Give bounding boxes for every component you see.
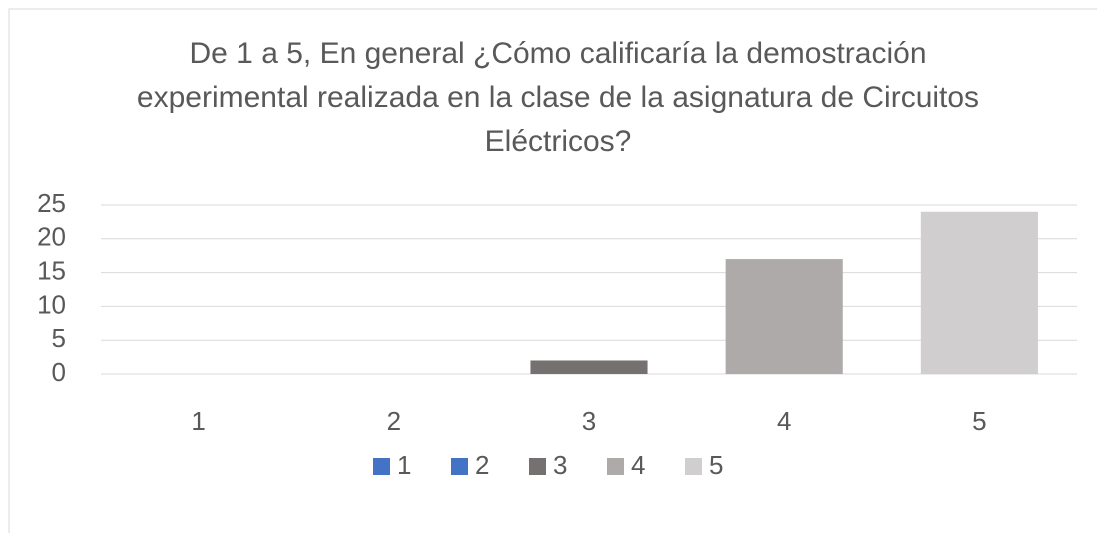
legend-label: 4 (631, 450, 645, 480)
x-tick-label: 5 (972, 406, 986, 436)
legend-swatch (685, 458, 702, 475)
x-tick-label: 4 (777, 406, 791, 436)
y-tick-label: 20 (37, 222, 66, 252)
y-tick-label: 10 (37, 289, 66, 319)
y-tick-label: 0 (52, 357, 66, 387)
legend-label: 3 (553, 450, 567, 480)
x-tick-label: 1 (191, 406, 205, 436)
x-tick-label: 2 (387, 406, 401, 436)
legend-label: 1 (397, 450, 411, 480)
legend-label: 2 (475, 450, 489, 480)
bar (725, 259, 843, 374)
legend-swatch (373, 458, 390, 475)
bar (530, 360, 648, 374)
x-tick-label: 3 (582, 406, 596, 436)
chart-border (8, 8, 1097, 533)
legend-label: 5 (709, 450, 723, 480)
bar (920, 211, 1038, 374)
legend-swatch (451, 458, 468, 475)
y-tick-label: 5 (52, 323, 66, 353)
y-tick-label: 15 (37, 255, 66, 285)
y-tick-label: 25 (37, 188, 66, 218)
chart-title: De 1 a 5, En general ¿Cómo calificaría l… (136, 37, 980, 158)
legend-swatch (529, 458, 546, 475)
legend-swatch (607, 458, 624, 475)
